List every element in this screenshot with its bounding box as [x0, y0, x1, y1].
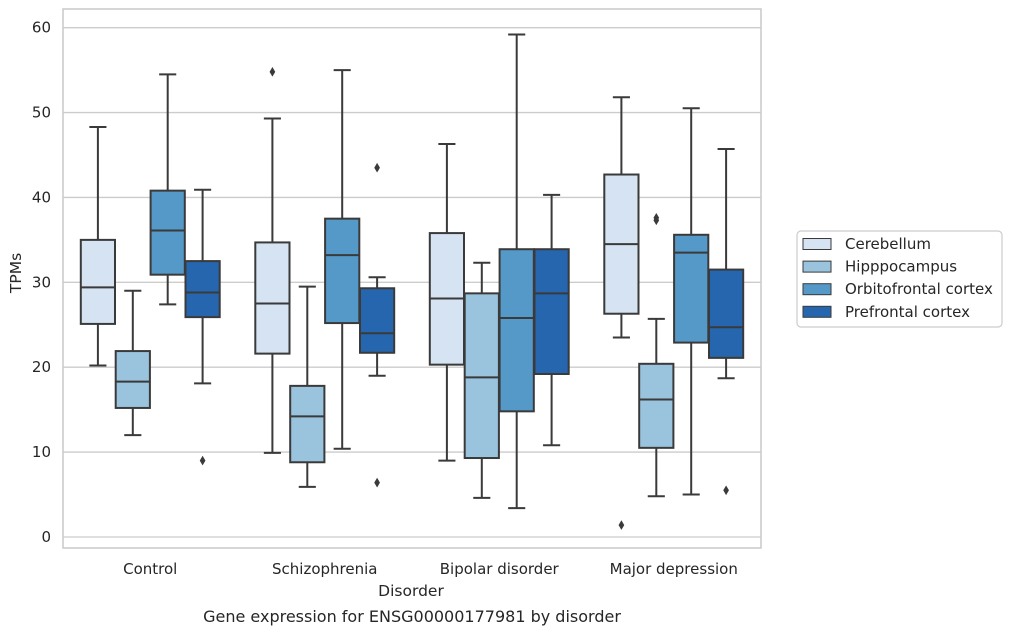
box-iqr — [254, 241, 291, 355]
box-hipppocampus — [463, 261, 500, 499]
outlier-point — [618, 520, 625, 530]
y-tick-label: 0 — [41, 528, 51, 546]
y-tick-label: 50 — [32, 104, 51, 122]
y-tick-label: 60 — [32, 19, 51, 37]
outlier-point — [723, 485, 729, 496]
legend-item: Prefrontal cortex — [802, 303, 970, 321]
box-iqr — [324, 217, 361, 325]
box-prefrontal-cortex — [358, 162, 396, 488]
x-tick-label: Control — [123, 560, 177, 578]
chart-caption: Gene expression for ENSG00000177981 by d… — [203, 607, 621, 626]
box-orbitofrontal-cortex — [498, 33, 535, 510]
x-axis-label: Disorder — [378, 582, 444, 600]
box-hipppocampus — [114, 289, 151, 437]
legend-item: Hipppocampus — [802, 258, 957, 276]
box-hipppocampus — [289, 285, 326, 488]
x-axis-ticks: Control Schizophrenia Bipolar disorder Majo… — [123, 560, 738, 578]
box-iqr — [289, 384, 326, 464]
box-cerebellum — [428, 142, 466, 462]
legend-frame — [796, 230, 1003, 328]
legend-label: Cerebellum — [845, 235, 931, 253]
y-tick-label: 30 — [32, 273, 51, 291]
box-iqr — [673, 233, 710, 344]
box-orbitofrontal-cortex — [149, 73, 186, 306]
box-cerebellum — [79, 125, 117, 367]
x-tick-label: Bipolar disorder — [440, 560, 560, 578]
box-iqr — [463, 292, 500, 460]
x-tick-label: Major depression — [610, 560, 738, 578]
box-cerebellum — [603, 96, 640, 530]
plot-frame — [62, 8, 762, 549]
plot-area — [79, 33, 745, 530]
box-hipppocampus — [638, 212, 675, 498]
box-prefrontal-cortex — [707, 148, 745, 496]
legend-swatch — [802, 283, 832, 296]
box-iqr — [707, 268, 745, 359]
legend-label: Hipppocampus — [845, 258, 957, 276]
outlier-point — [374, 162, 380, 173]
legend-label: Prefrontal cortex — [845, 303, 970, 321]
x-tick-label: Schizophrenia — [272, 560, 377, 578]
box-iqr — [498, 248, 535, 413]
box-orbitofrontal-cortex — [673, 107, 710, 496]
y-tick-label: 20 — [32, 358, 51, 376]
outlier-point — [199, 455, 206, 466]
outlier-point — [374, 477, 380, 488]
box-iqr — [533, 248, 570, 375]
y-tick-label: 10 — [32, 443, 51, 461]
box-iqr — [184, 260, 221, 319]
legend-swatch — [802, 260, 832, 273]
outlier-point — [653, 212, 660, 223]
y-axis-ticks: 0 10 20 30 40 50 60 — [32, 19, 51, 546]
legend: Cerebellum Hipppocampus Orbitofrontal cort… — [796, 230, 1003, 328]
box-prefrontal-cortex — [184, 188, 221, 466]
legend-label: Orbitofrontal cortex — [845, 280, 993, 298]
y-axis-label: TPMs — [7, 253, 25, 294]
y-tick-label: 40 — [32, 188, 51, 206]
legend-swatch — [802, 305, 832, 318]
box-orbitofrontal-cortex — [324, 69, 361, 450]
legend-item: Cerebellum — [802, 235, 931, 253]
box-prefrontal-cortex — [533, 193, 570, 447]
box-iqr — [358, 287, 396, 354]
box-iqr — [638, 362, 675, 449]
box-iqr — [114, 350, 151, 409]
box-iqr — [149, 189, 186, 276]
outlier-point — [269, 66, 276, 77]
legend-swatch — [802, 238, 832, 250]
legend-item: Orbitofrontal cortex — [802, 280, 993, 298]
box-cerebellum — [254, 66, 291, 454]
box-iqr — [79, 238, 117, 325]
